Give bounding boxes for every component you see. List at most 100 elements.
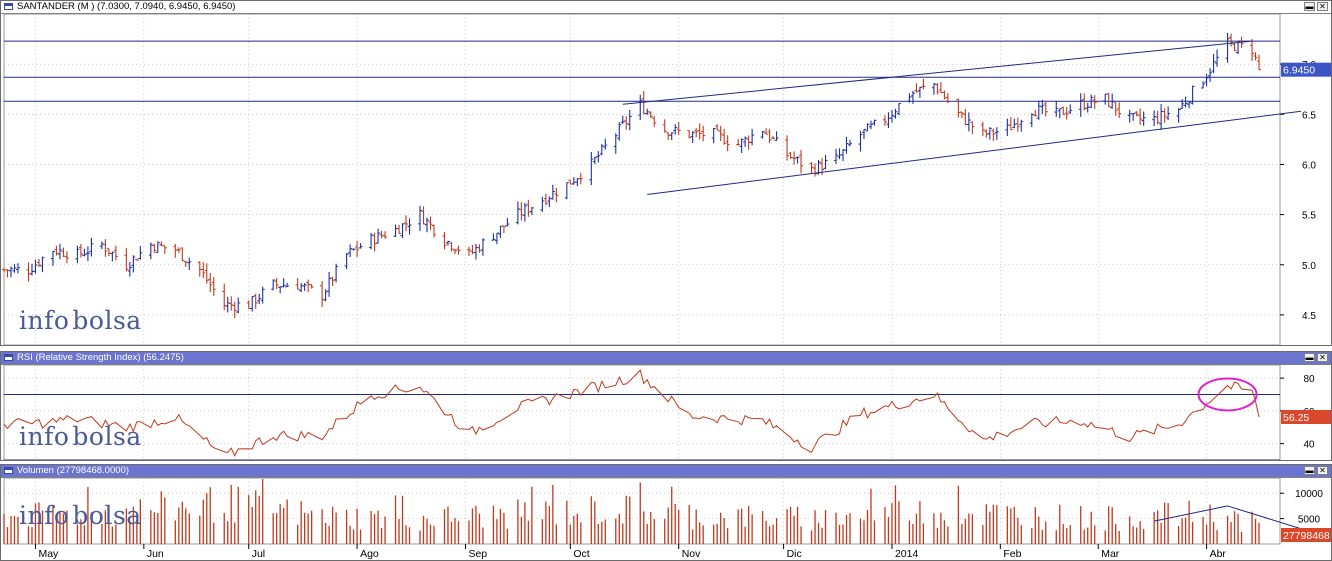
volume-pane[interactable]: Volumen (27798468.0000) ▬ ✕ May Jun Jul Ago… (0, 464, 1332, 561)
ohlc-bar (159, 241, 164, 247)
ohlc-bar (40, 256, 45, 273)
watermark-logo: info bolsa (19, 306, 142, 335)
ohlc-bar (844, 136, 849, 154)
ohlc-bar (78, 243, 83, 258)
ohlc-bar (1127, 109, 1132, 123)
month-label: Sep (468, 548, 487, 560)
ohlc-bar (1012, 118, 1017, 129)
volume-chart[interactable]: May Jun Jul Ago Sep Oct Nov Dic 2014 Feb Mar Abr 500… (1, 478, 1332, 561)
volume-pane-titlebar[interactable]: Volumen (27798468.0000) ▬ ✕ (1, 465, 1331, 478)
ohlc-bar (61, 247, 66, 257)
ohlc-bar (421, 206, 426, 225)
ohlc-bar (638, 94, 643, 120)
ohlc-bar (529, 207, 534, 216)
plot-frame (3, 14, 1281, 345)
ohlc-bar (1141, 111, 1146, 126)
close-button[interactable]: ✕ (1317, 466, 1328, 475)
ohlc-bar (29, 263, 34, 276)
ohlc-bar (578, 172, 583, 185)
ohlc-bar (522, 202, 527, 222)
ohlc-bar (907, 93, 912, 103)
ohlc-bar (85, 246, 90, 262)
ohlc-bar (302, 283, 307, 291)
ohlc-bar (1229, 33, 1234, 47)
month-label: Nov (682, 548, 701, 560)
minimize-button[interactable]: ▬ (1304, 2, 1315, 11)
ohlc-bar (627, 109, 632, 131)
minimize-button[interactable]: ▬ (1304, 353, 1315, 362)
ohlc-bar (669, 132, 674, 141)
ohlc-bar (1117, 102, 1122, 118)
ohlc-bar (848, 140, 853, 147)
ohlc-bar (1040, 99, 1045, 115)
close-button[interactable]: ✕ (1317, 2, 1328, 11)
ohlc-bar (760, 130, 765, 139)
month-label: Mar (1101, 548, 1120, 560)
ohlc-bar (1033, 109, 1038, 117)
ohlc-bar (938, 82, 943, 94)
ohlc-bar (274, 278, 279, 290)
month-label: Ago (360, 548, 379, 560)
volume-pane-title: Volumen (27798468.0000) (17, 465, 129, 476)
ohlc-bar (1113, 102, 1118, 116)
ohlc-bar (82, 248, 87, 257)
ohlc-bar (204, 263, 209, 284)
ohlc-bar (711, 127, 716, 144)
price-pane[interactable]: SANTANDER (M ) (7.0300, 7.0940, 6.9450, … (0, 0, 1332, 346)
ohlc-bar (767, 129, 772, 144)
ohlc-bar (197, 261, 202, 277)
close-button[interactable]: ✕ (1317, 353, 1328, 362)
ohlc-bar (498, 225, 503, 238)
ohlc-bar (1064, 107, 1069, 120)
minimize-button[interactable]: ▬ (1304, 466, 1315, 475)
ohlc-bar (886, 112, 891, 129)
price-pane-titlebar[interactable]: SANTANDER (M ) (7.0300, 7.0940, 6.9450, … (1, 1, 1331, 14)
ohlc-bar (1250, 39, 1255, 62)
watermark-part1: info (19, 306, 70, 335)
ohlc-bar (889, 109, 894, 123)
ohlc-bar (138, 246, 143, 260)
month-label: Jun (147, 548, 164, 560)
ohlc-bar (980, 121, 985, 137)
ohlc-bar (666, 132, 671, 140)
last-price-tag: 6.9450 (1283, 65, 1315, 77)
ohlc-bar (739, 138, 744, 153)
ohlc-bar (8, 266, 13, 278)
price-chart[interactable]: 4.55.05.56.06.57.06.9450 (1, 14, 1332, 346)
rsi-pane[interactable]: RSI (Relative Strength Index) (56.2475) … (0, 351, 1332, 461)
ohlc-bar (994, 127, 999, 140)
month-label: Feb (1003, 548, 1021, 560)
last-volume-tag: 27798468 (1283, 530, 1330, 542)
ohlc-bar (1253, 52, 1258, 61)
ohlc-bar (624, 116, 629, 130)
volume-trendline (1227, 505, 1302, 530)
ohlc-bar (1166, 106, 1171, 120)
axis-tick-label: 80 (1303, 374, 1315, 385)
ohlc-bar (201, 262, 206, 279)
ohlc-bar (1162, 108, 1167, 123)
rsi-chart[interactable]: 40608056.25 (1, 365, 1332, 461)
ohlc-bar (921, 78, 926, 90)
axis-tick-label: 5.5 (1302, 211, 1316, 222)
ohlc-bar (1152, 110, 1157, 126)
rsi-pane-titlebar[interactable]: RSI (Relative Strength Index) (56.2475) … (1, 352, 1331, 365)
ohlc-bar (54, 245, 59, 256)
ohlc-bar (299, 283, 304, 293)
axis-tick-label: 6.5 (1302, 110, 1316, 121)
ohlc-bar (358, 243, 363, 249)
ohlc-bar (211, 277, 216, 296)
trendline (647, 110, 1302, 196)
ohlc-bar (652, 116, 657, 127)
ohlc-bar (369, 233, 374, 250)
ohlc-bar (2, 268, 6, 272)
axis-tick-label: 4.5 (1302, 311, 1316, 322)
watermark-part1: info (19, 422, 70, 451)
ohlc-bar (1187, 101, 1192, 109)
ohlc-bar (1019, 119, 1024, 132)
ohlc-bar (1092, 95, 1097, 109)
ohlc-bar (774, 131, 779, 141)
axis-tick-label: 40 (1303, 440, 1315, 451)
ohlc-bar (323, 289, 328, 302)
ohlc-bar (127, 261, 132, 277)
ohlc-bar (351, 248, 356, 251)
